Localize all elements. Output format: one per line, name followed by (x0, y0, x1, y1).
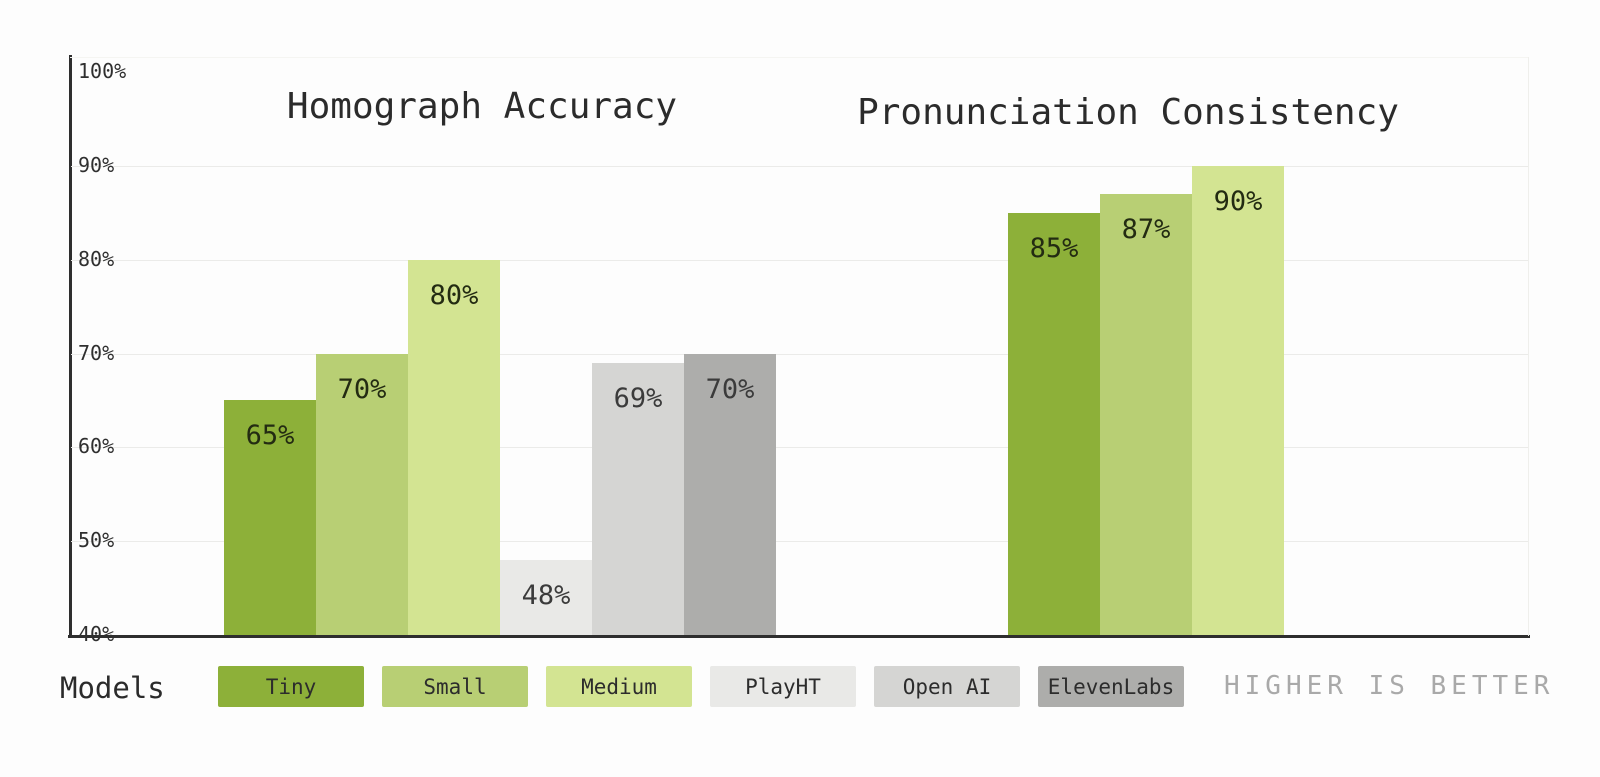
bar-value-label: 69% (613, 383, 663, 414)
legend-swatch-open-ai: Open AI (874, 666, 1020, 707)
legend-title: Models (60, 671, 165, 705)
y-axis-line (69, 55, 72, 638)
bar-value-label: 85% (1029, 233, 1079, 264)
gridline-70 (71, 354, 1528, 355)
chart-title-pronunciation-consistency: Pronunciation Consistency (857, 92, 1399, 133)
bar-group1-playht: 48% (500, 560, 592, 635)
y-tick-label: 50% (78, 528, 115, 552)
legend-swatch-label: Small (423, 674, 487, 699)
plot-right-border (1528, 57, 1529, 636)
legend-swatch-elevenlabs: ElevenLabs (1038, 666, 1184, 707)
legend-swatch-playht: PlayHT (710, 666, 856, 707)
gridline-90 (71, 166, 1528, 167)
y-tick-label: 100% (78, 59, 127, 83)
legend-swatch-label: Tiny (265, 674, 317, 699)
bar-group1-tiny: 65% (224, 400, 316, 635)
bar-group2-medium: 90% (1192, 166, 1284, 635)
bar-value-label: 87% (1121, 214, 1171, 245)
bar-value-label: 70% (705, 374, 755, 405)
bar-value-label: 70% (337, 374, 387, 405)
x-axis-line (68, 635, 1530, 638)
y-tick-label: 80% (78, 247, 115, 271)
legend-swatch-label: Open AI (902, 674, 992, 699)
bar-group2-tiny: 85% (1008, 213, 1100, 635)
bar-value-label: 48% (521, 580, 571, 611)
y-tick-label: 90% (78, 153, 115, 177)
bar-group1-medium: 80% (408, 260, 500, 635)
bar-group2-small: 87% (1100, 194, 1192, 635)
legend-swatch-small: Small (382, 666, 528, 707)
y-tick-label: 40% (78, 622, 115, 646)
legend-swatch-label: ElevenLabs (1047, 674, 1175, 699)
legend-swatch-label: Medium (581, 674, 657, 699)
higher-is-better-note: HIGHER IS BETTER (1224, 671, 1555, 701)
gridline-50 (71, 541, 1528, 542)
y-tick-label: 70% (78, 341, 115, 365)
gridline-60 (71, 447, 1528, 448)
bar-value-label: 90% (1213, 186, 1263, 217)
bar-group1-open-ai: 69% (592, 363, 684, 635)
chart-title-homograph-accuracy: Homograph Accuracy (286, 86, 678, 127)
legend-swatch-label: PlayHT (745, 674, 821, 699)
legend-swatch-medium: Medium (546, 666, 692, 707)
bar-value-label: 80% (429, 280, 479, 311)
gridline-80 (71, 260, 1528, 261)
y-tick-label: 60% (78, 434, 115, 458)
legend-swatch-tiny: Tiny (218, 666, 364, 707)
bar-group1-small: 70% (316, 354, 408, 635)
plot-top-border (70, 57, 1528, 58)
bar-value-label: 65% (245, 420, 295, 451)
bar-group1-elevenlabs: 70% (684, 354, 776, 635)
